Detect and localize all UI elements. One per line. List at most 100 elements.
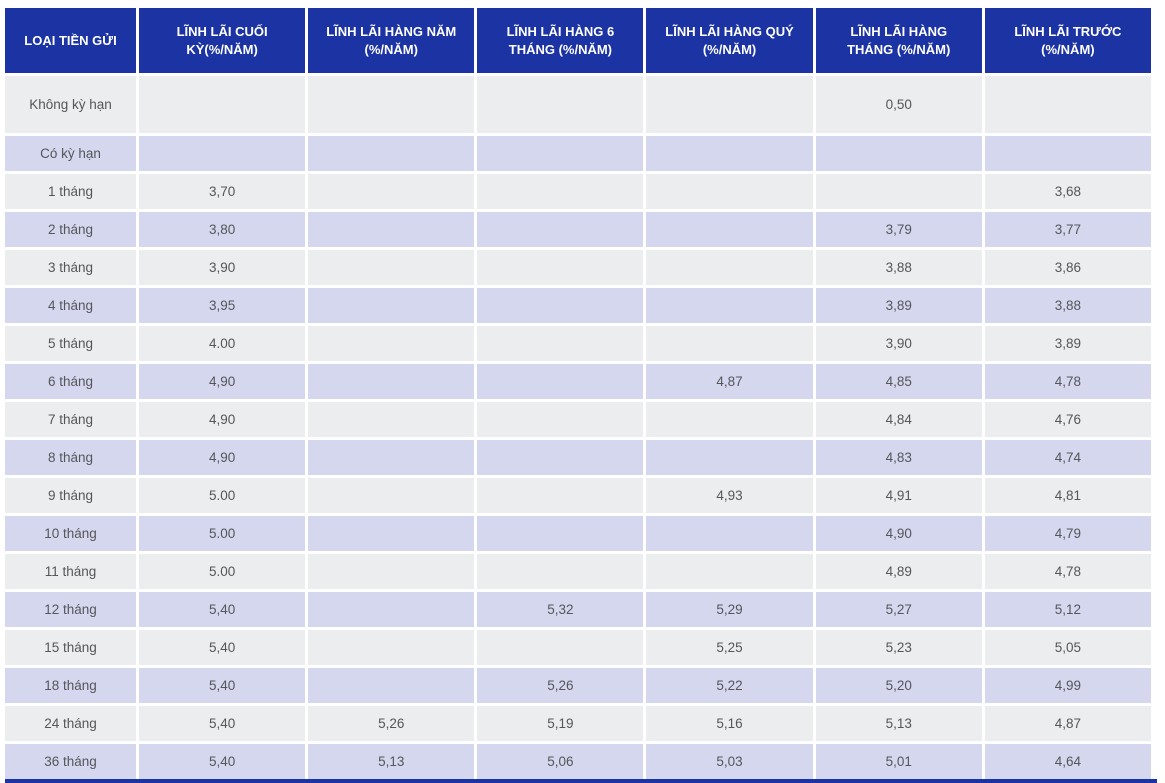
- deposit-type-cell: 12 tháng: [5, 592, 136, 627]
- rate-cell: [139, 136, 306, 171]
- table-header: LOẠI TIỀN GỬI LĨNH LÃI CUỐI KỲ(%/NĂM) LĨNH…: [5, 8, 1151, 73]
- rate-cell: 4,93: [646, 478, 813, 513]
- rate-cell: 5,32: [477, 592, 644, 627]
- table-body: Không kỳ hạn 0,50 Có kỳ hạn 1 tháng 3,70 3,68…: [5, 76, 1151, 779]
- deposit-type-cell: Không kỳ hạn: [5, 76, 136, 133]
- rate-cell: [646, 212, 813, 247]
- rate-cell: 5,06: [477, 744, 644, 779]
- rate-cell: 5,27: [815, 592, 982, 627]
- rate-cell: 4,90: [139, 364, 306, 399]
- rate-cell: 5,40: [139, 706, 306, 741]
- rate-cell: [308, 516, 475, 551]
- rate-cell: [308, 440, 475, 475]
- rate-cell: [477, 326, 644, 361]
- rate-cell: 5,25: [646, 630, 813, 665]
- table-row: 8 tháng 4,90 4,83 4,74: [5, 440, 1151, 475]
- rate-cell: 5,23: [815, 630, 982, 665]
- column-header: LĨNH LÃI TRƯỚC (%/NĂM): [984, 8, 1151, 73]
- rate-cell: 3,77: [984, 212, 1151, 247]
- rate-cell: [477, 554, 644, 589]
- rate-cell: 5,05: [984, 630, 1151, 665]
- rate-cell: [815, 174, 982, 209]
- deposit-type-cell: 9 tháng: [5, 478, 136, 513]
- rate-cell: 5,19: [477, 706, 644, 741]
- deposit-type-cell: 6 tháng: [5, 364, 136, 399]
- deposit-type-cell: 36 tháng: [5, 744, 136, 779]
- rate-cell: 4,91: [815, 478, 982, 513]
- rate-cell: [646, 516, 813, 551]
- rates-table: LOẠI TIỀN GỬI LĨNH LÃI CUỐI KỲ(%/NĂM) LĨNH…: [2, 5, 1154, 782]
- rate-cell: [477, 364, 644, 399]
- rate-cell: [308, 668, 475, 703]
- rate-cell: [308, 402, 475, 437]
- column-header: LĨNH LÃI HÀNG NĂM (%/NĂM): [308, 8, 475, 73]
- rate-cell: [815, 136, 982, 171]
- rate-cell: 4,78: [984, 364, 1151, 399]
- rate-cell: 3,80: [139, 212, 306, 247]
- rate-cell: [477, 288, 644, 323]
- rate-cell: [646, 326, 813, 361]
- rate-cell: [477, 478, 644, 513]
- rate-cell: 5,13: [308, 744, 475, 779]
- rate-cell: 0,50: [815, 76, 982, 133]
- table-row: 9 tháng 5.00 4,93 4,91 4,81: [5, 478, 1151, 513]
- rate-cell: 3,95: [139, 288, 306, 323]
- table-row: 15 tháng 5,40 5,25 5,23 5,05: [5, 630, 1151, 665]
- table-row: 11 tháng 5.00 4,89 4,78: [5, 554, 1151, 589]
- rate-cell: 4,81: [984, 478, 1151, 513]
- rate-cell: 5.00: [139, 554, 306, 589]
- rate-cell: 3,68: [984, 174, 1151, 209]
- next-table-header-bar-cutoff: [5, 779, 1157, 783]
- deposit-type-cell: 18 tháng: [5, 668, 136, 703]
- rate-cell: [646, 136, 813, 171]
- rate-cell: 5,22: [646, 668, 813, 703]
- table-row: 6 tháng 4,90 4,87 4,85 4,78: [5, 364, 1151, 399]
- rate-cell: [477, 516, 644, 551]
- table-row: 18 tháng 5,40 5,26 5,22 5,20 4,99: [5, 668, 1151, 703]
- column-header: LĨNH LÃI HÀNG THÁNG (%/NĂM): [815, 8, 982, 73]
- rate-cell: [477, 440, 644, 475]
- rate-cell: 3,86: [984, 250, 1151, 285]
- rate-cell: 3,79: [815, 212, 982, 247]
- rate-cell: 5,03: [646, 744, 813, 779]
- rate-cell: [477, 174, 644, 209]
- rate-cell: 4,90: [139, 440, 306, 475]
- rate-cell: 5,16: [646, 706, 813, 741]
- rate-cell: [308, 288, 475, 323]
- rate-cell: 4,87: [984, 706, 1151, 741]
- rate-cell: 5.00: [139, 516, 306, 551]
- rate-cell: 5,40: [139, 744, 306, 779]
- rate-cell: [308, 174, 475, 209]
- rate-cell: [308, 250, 475, 285]
- column-header: LĨNH LÃI HÀNG QUÝ (%/NĂM): [646, 8, 813, 73]
- header-row: LOẠI TIỀN GỬI LĨNH LÃI CUỐI KỲ(%/NĂM) LĨNH…: [5, 8, 1151, 73]
- rate-cell: 4,64: [984, 744, 1151, 779]
- rate-cell: 5,20: [815, 668, 982, 703]
- rate-cell: 4,83: [815, 440, 982, 475]
- rate-cell: 4,84: [815, 402, 982, 437]
- rate-cell: [477, 402, 644, 437]
- rate-cell: [308, 554, 475, 589]
- rate-cell: [646, 288, 813, 323]
- table-row: 12 tháng 5,40 5,32 5,29 5,27 5,12: [5, 592, 1151, 627]
- rate-cell: 4,99: [984, 668, 1151, 703]
- table-row: 7 tháng 4,90 4,84 4,76: [5, 402, 1151, 437]
- deposit-type-cell: 1 tháng: [5, 174, 136, 209]
- rate-cell: 4,89: [815, 554, 982, 589]
- rate-cell: 5,26: [477, 668, 644, 703]
- deposit-type-cell: Có kỳ hạn: [5, 136, 136, 171]
- table-row: 2 tháng 3,80 3,79 3,77: [5, 212, 1151, 247]
- rate-cell: 5,40: [139, 668, 306, 703]
- rate-cell: 3,88: [984, 288, 1151, 323]
- rate-cell: [477, 212, 644, 247]
- deposit-type-cell: 11 tháng: [5, 554, 136, 589]
- rate-cell: [646, 250, 813, 285]
- rate-cell: 5,40: [139, 592, 306, 627]
- rate-cell: [646, 554, 813, 589]
- rate-cell: [646, 440, 813, 475]
- deposit-type-cell: 10 tháng: [5, 516, 136, 551]
- rate-cell: [646, 174, 813, 209]
- deposit-type-cell: 24 tháng: [5, 706, 136, 741]
- table-row: Có kỳ hạn: [5, 136, 1151, 171]
